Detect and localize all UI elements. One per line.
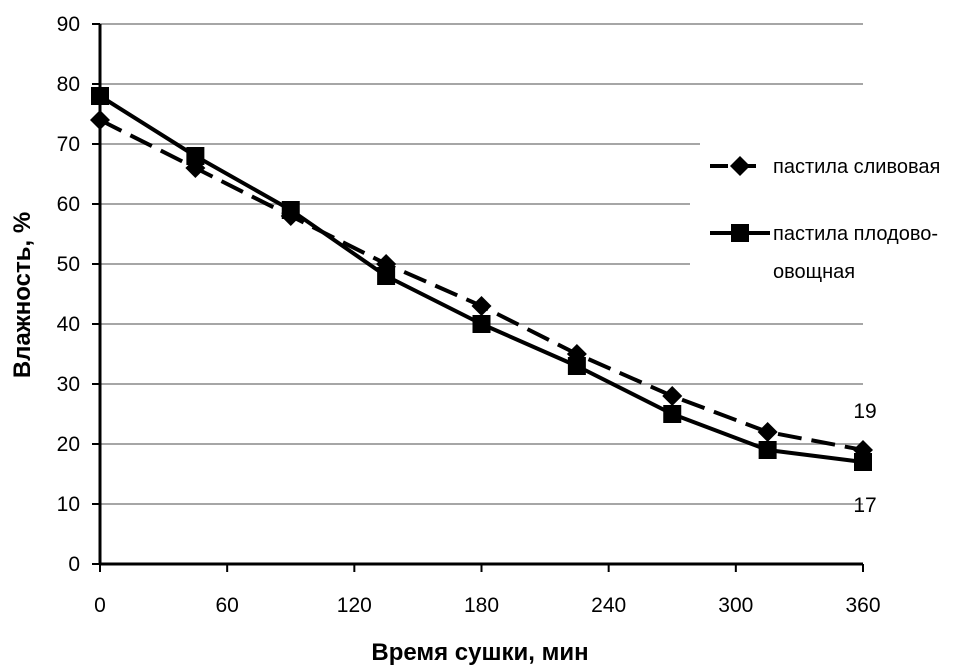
- axes: [92, 23, 864, 572]
- y-tick-label: 40: [57, 313, 80, 336]
- data-point: [662, 386, 683, 406]
- x-tick-label: 120: [337, 594, 372, 617]
- series-lines: [98, 94, 864, 464]
- y-tick-label: 70: [57, 133, 80, 156]
- legend-marker-series-1: [730, 156, 750, 176]
- data-label-end-series-1: 19: [853, 400, 876, 423]
- data-point: [757, 422, 778, 442]
- y-tick-label: 80: [57, 73, 80, 96]
- gridlines: [100, 23, 863, 505]
- data-point: [377, 267, 396, 285]
- x-tick-label: 0: [94, 594, 106, 617]
- x-tick-label: 360: [845, 594, 880, 617]
- data-point: [758, 441, 777, 459]
- y-tick-label: 10: [57, 493, 80, 516]
- y-tick-label: 20: [57, 433, 80, 456]
- data-point: [90, 110, 110, 130]
- y-tick-label: 60: [57, 193, 80, 216]
- x-tick-labels: 0 60 120 180 240 300 360: [94, 594, 880, 617]
- x-axis-title: Время сушки, мин: [371, 639, 588, 666]
- series-line-1: [99, 118, 864, 452]
- data-point: [854, 453, 872, 471]
- y-tick-labels: 0 10 20 30 40 50 60 70 80 90: [57, 13, 80, 576]
- legend-label-series-2-line-1: пастила плодово-: [773, 223, 938, 245]
- legend: пастила сливовая пастила плодово-овощная: [710, 156, 940, 283]
- series-markers: [90, 87, 873, 471]
- legend-marker-series-2: [731, 224, 749, 242]
- legend-label-series-1: пастила сливовая: [773, 156, 940, 178]
- x-tick-label: 60: [215, 594, 238, 617]
- y-axis-title: Влажность, %: [9, 212, 36, 378]
- data-point: [663, 405, 682, 423]
- y-tick-label: 30: [57, 373, 80, 396]
- y-tick-label: 0: [68, 553, 80, 576]
- data-point: [91, 87, 109, 105]
- data-point: [471, 296, 492, 316]
- legend-label-series-2-line-2: овощная: [773, 261, 855, 283]
- data-point: [472, 315, 491, 333]
- series-line-2: [98, 94, 864, 464]
- x-tick-label: 180: [464, 594, 499, 617]
- x-tick-label: 300: [718, 594, 753, 617]
- x-tick-label: 240: [591, 594, 626, 617]
- data-point: [281, 201, 300, 219]
- data-point: [567, 357, 586, 375]
- data-label-end-series-2: 17: [853, 494, 876, 517]
- y-tick-label: 50: [57, 253, 80, 276]
- data-point: [186, 147, 205, 165]
- y-tick-label: 90: [57, 13, 80, 36]
